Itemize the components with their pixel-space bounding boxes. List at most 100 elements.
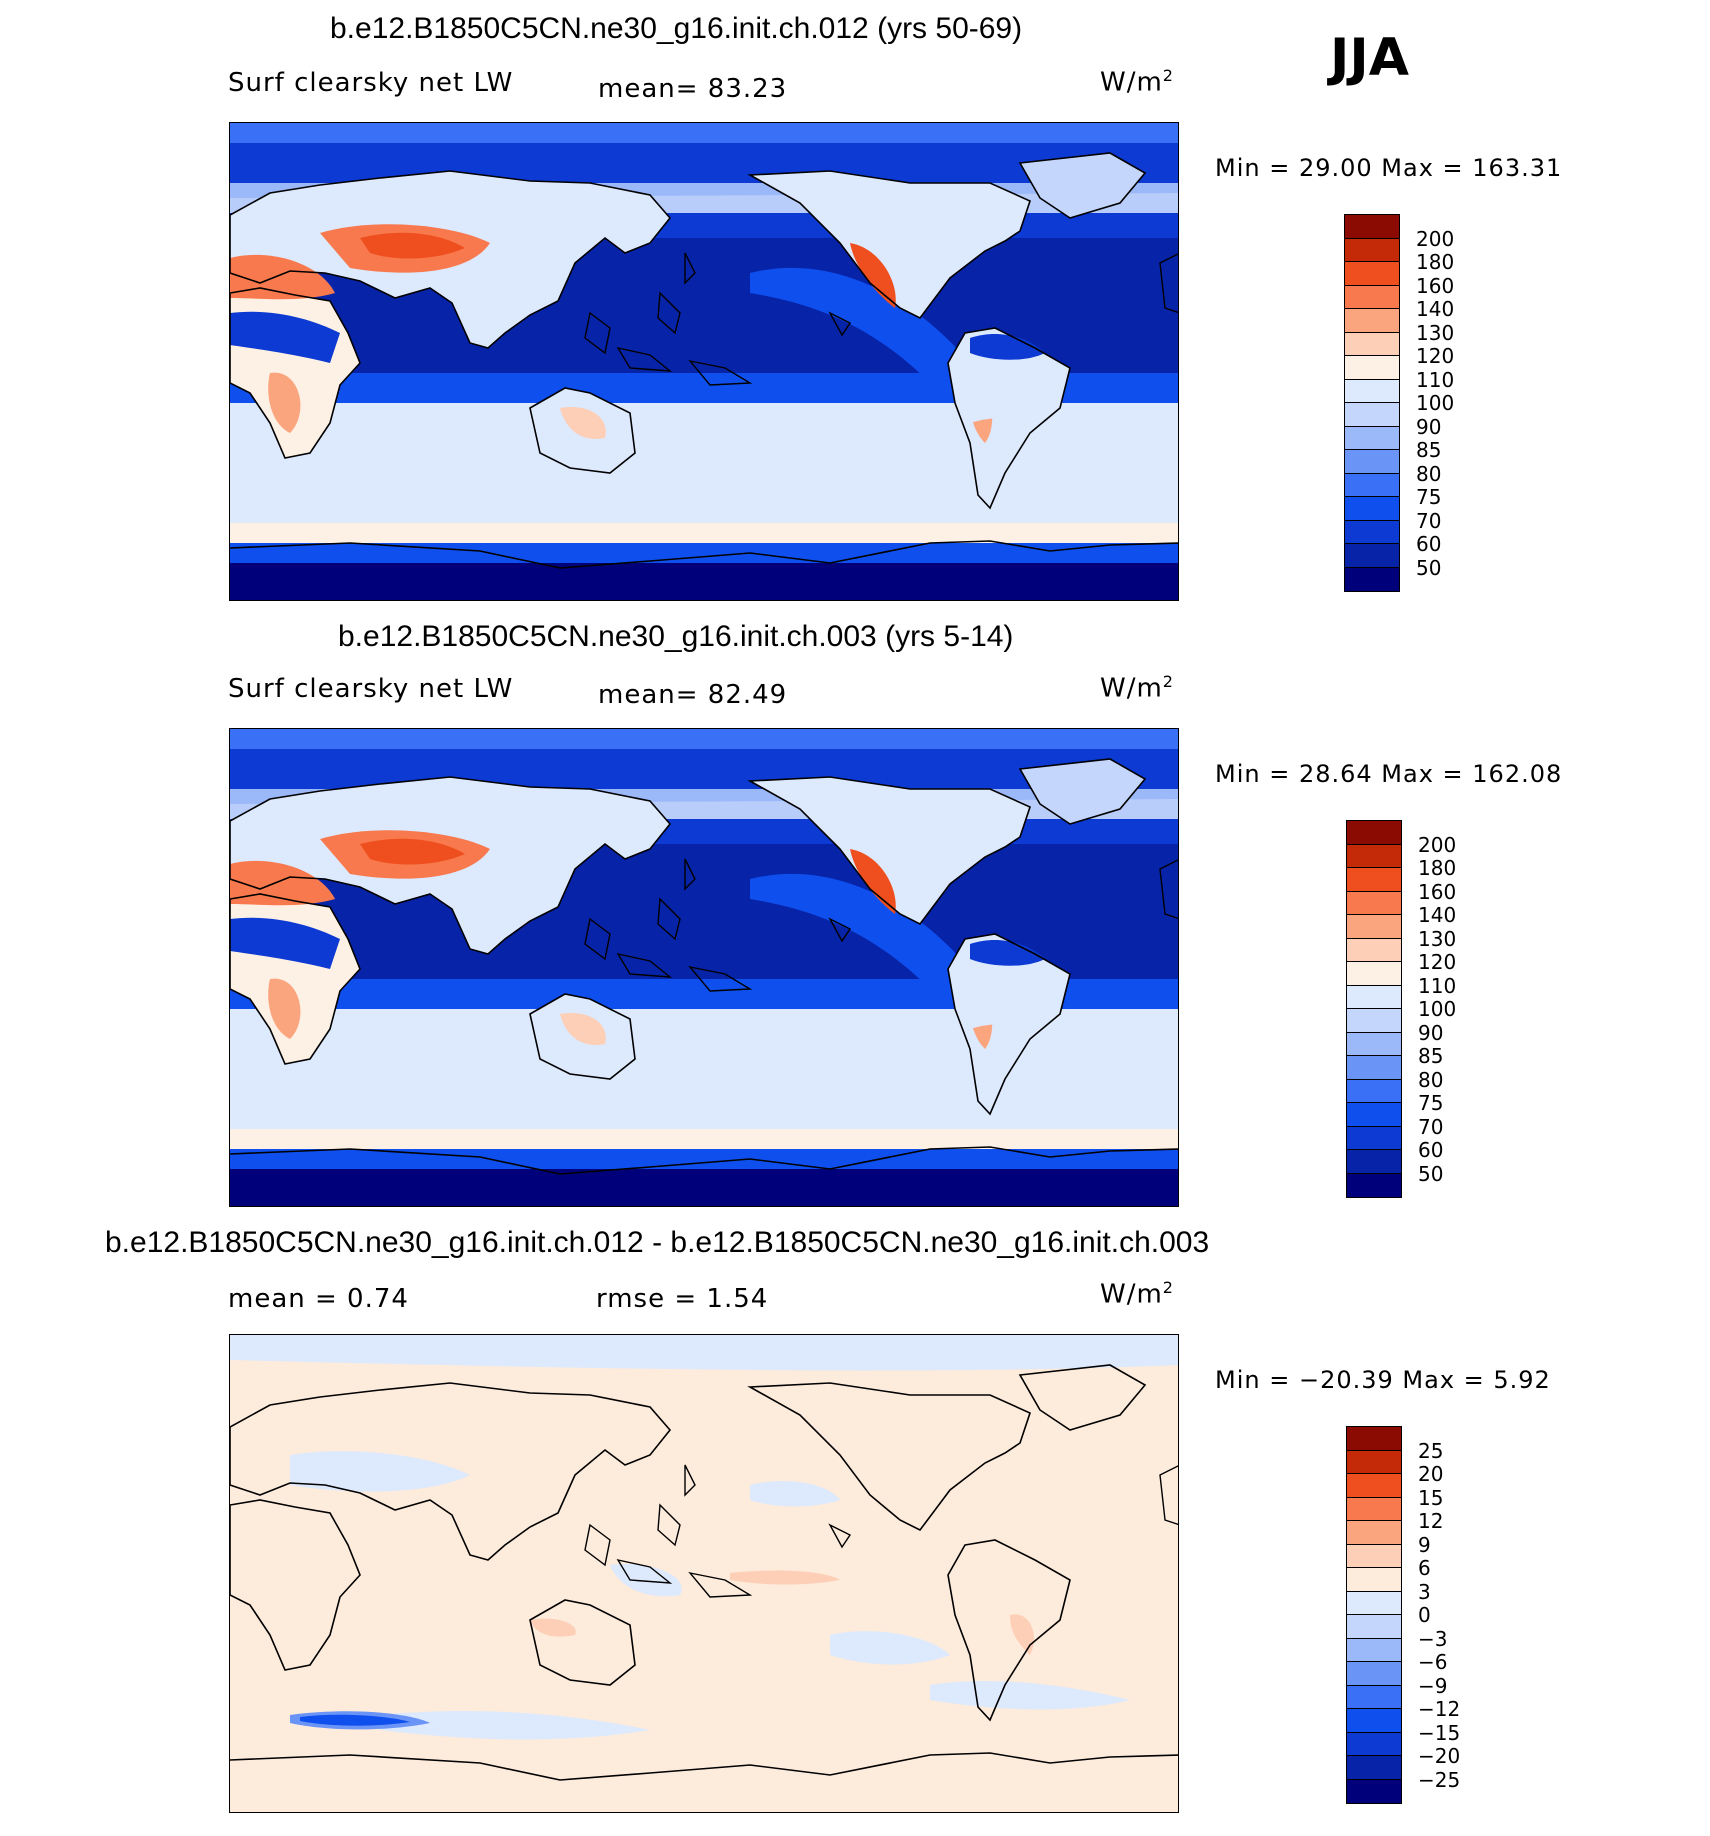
colorbar-swatch (1344, 566, 1400, 592)
season-label: JJA (1330, 28, 1409, 88)
colorbar-tick-label: 140 (1418, 903, 1457, 927)
panel2-colorbar: 200 180 160 140 130 120 110 100 90 85 80 75 70 60 50 (1346, 820, 1476, 1198)
panel3-rmse: rmse = 1.54 (596, 1284, 769, 1314)
colorbar-swatch (1346, 1008, 1402, 1033)
cold-region (970, 939, 1045, 966)
colorbar-tick-label: 12 (1418, 1509, 1444, 1533)
colorbar-swatch (1346, 1778, 1402, 1804)
ocean-background (230, 1335, 1178, 1812)
colorbar-swatch (1346, 984, 1402, 1010)
panel1-colorbar: 200 180 160 140 130 120 110 100 90 85 80 75 70 60 50 (1344, 214, 1474, 592)
island-coastline (684, 1464, 696, 1497)
difference-region (830, 1631, 950, 1665)
panel3-units: W/m2 (1100, 1278, 1174, 1310)
cold-region (230, 917, 340, 969)
colorbar-tick-label: 25 (1418, 1438, 1444, 1463)
colorbar-swatch (1346, 937, 1402, 963)
colorbar-swatch (1346, 1078, 1402, 1104)
colorbar-swatch (1346, 1567, 1402, 1592)
colorbar-swatch (1346, 961, 1402, 986)
colorbar-tick-label: 9 (1418, 1532, 1431, 1557)
island-coastline (657, 291, 681, 335)
land-area (750, 777, 1030, 924)
colorbar-tick-label: 160 (1418, 879, 1457, 904)
island-coastline (688, 965, 753, 992)
colorbar-swatch (1346, 1731, 1402, 1757)
colorbar-tick-label: 120 (1416, 344, 1455, 368)
colorbar-swatch (1346, 1473, 1402, 1498)
panel2-title: b.e12.B1850C5CN.ne30_g16.init.ch.003 (yr… (338, 620, 1014, 653)
colorbar-swatch (1346, 1031, 1402, 1057)
panel1-minmax: Min = 29.00 Max = 163.31 (1215, 154, 1563, 182)
colorbar-swatch (1346, 1708, 1402, 1733)
coastline (529, 387, 636, 474)
island-coastline (616, 1558, 673, 1584)
panel3-mean: mean = 0.74 (228, 1284, 409, 1314)
difference-region (530, 1618, 576, 1637)
ocean-band (230, 563, 1178, 600)
ocean-band (230, 1129, 1178, 1149)
difference-region (930, 1680, 1130, 1710)
colorbar-tick-label: 180 (1418, 856, 1457, 880)
island-coastline (684, 858, 696, 891)
coastline (1018, 152, 1147, 219)
colorbar-tick-label: 6 (1418, 1556, 1431, 1580)
panel2-minmax: Min = 28.64 Max = 162.08 (1215, 760, 1563, 788)
warm-region (560, 1013, 606, 1045)
island-coastline (828, 311, 852, 337)
colorbar-tick-label: 130 (1418, 926, 1457, 951)
colorbar-swatch (1346, 1149, 1402, 1174)
colorbar-tick-label: 200 (1416, 226, 1455, 251)
ocean-swirl (750, 873, 970, 989)
coastline (529, 1599, 636, 1686)
ocean-band (230, 1149, 1178, 1169)
colorbar-tick-label: −20 (1418, 1744, 1461, 1768)
island-coastline (584, 1523, 611, 1567)
coastline (747, 776, 1031, 926)
colorbar-tick-label: 60 (1416, 532, 1442, 556)
panel1-units: W/m2 (1100, 66, 1174, 98)
coastline (1018, 1364, 1147, 1431)
coastline (230, 1499, 361, 1671)
island-coastline (828, 917, 852, 943)
difference-region (610, 1564, 682, 1597)
warm-region (960, 978, 1060, 1029)
island-coastline (828, 1523, 852, 1549)
colorbar-tick-label: 60 (1418, 1138, 1444, 1162)
panel1-map (229, 122, 1179, 601)
colorbar-tick-label: −25 (1418, 1767, 1461, 1792)
coastline (1018, 758, 1147, 825)
ocean-band (230, 1169, 1178, 1206)
colorbar-swatch (1346, 1661, 1402, 1686)
warm-region (850, 243, 896, 308)
colorbar-swatch (1346, 1102, 1402, 1127)
colorbar-swatch (1344, 472, 1400, 498)
colorbar-swatch (1344, 519, 1400, 545)
colorbar-swatch (1346, 1637, 1402, 1663)
coastline (230, 170, 672, 349)
colorbar-tick-label: 140 (1416, 297, 1455, 321)
colorbar-tick-label: −9 (1418, 1673, 1448, 1698)
colorbar-tick-label: 70 (1416, 508, 1442, 533)
colorbar-tick-label: −3 (1418, 1626, 1448, 1651)
coastline (230, 1382, 672, 1561)
cold-region (970, 333, 1045, 360)
island-coastline (688, 359, 753, 386)
colorbar-swatch (1344, 543, 1400, 568)
colorbar-swatch (1344, 355, 1400, 380)
coastline (747, 170, 1031, 320)
land-area (1020, 759, 1145, 824)
ocean-swirl (750, 267, 970, 383)
colorbar-tick-label: 3 (1418, 1579, 1431, 1604)
ocean-band (230, 729, 1178, 749)
coastline (947, 327, 1071, 510)
difference-region (1010, 1614, 1034, 1655)
colorbar-tick-label: 75 (1418, 1091, 1444, 1115)
panel1-map-svg (230, 123, 1178, 600)
colorbar-swatch (1346, 820, 1402, 845)
land-area (948, 328, 1070, 508)
difference-region (230, 1335, 1178, 1371)
coastline (230, 1146, 1178, 1175)
colorbar-tick-label: 180 (1416, 250, 1455, 274)
panel2-map-svg (230, 729, 1178, 1206)
